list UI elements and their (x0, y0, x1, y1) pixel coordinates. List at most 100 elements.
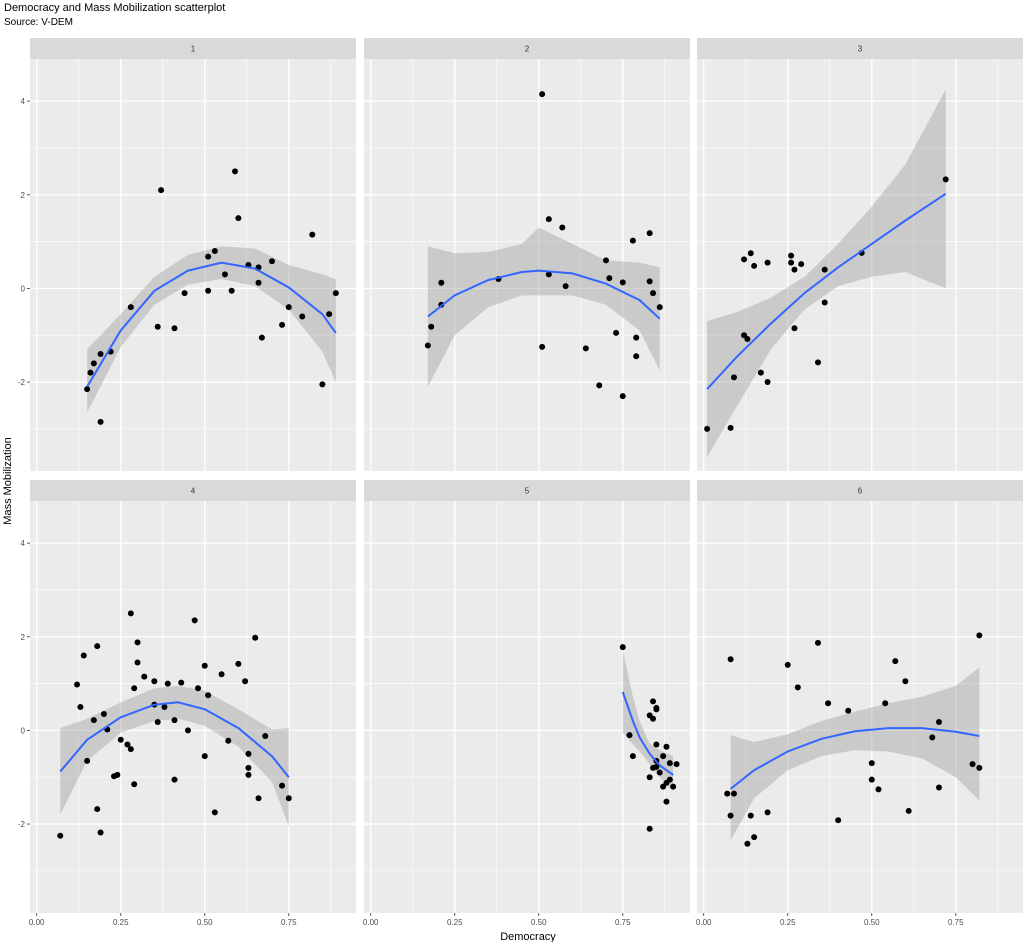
data-point (596, 382, 603, 389)
data-point (730, 374, 737, 381)
trend-line (621, 691, 674, 776)
data-point (788, 252, 795, 259)
data-point (77, 704, 84, 710)
data-point (235, 215, 242, 222)
data-point (181, 290, 188, 297)
panel-background (697, 501, 1023, 913)
data-point (794, 684, 801, 691)
facet-strip (364, 38, 690, 59)
data-point (905, 807, 912, 814)
x-tick-label: 0.50 (531, 918, 547, 927)
data-point (935, 718, 942, 725)
data-point (100, 711, 107, 718)
data-point (245, 771, 252, 778)
data-point (218, 671, 225, 678)
data-point (653, 763, 660, 770)
panel-background (30, 59, 356, 471)
data-point (650, 715, 657, 722)
data-point (211, 247, 218, 254)
data-point (545, 271, 552, 278)
data-point (131, 685, 138, 692)
data-point (117, 736, 124, 743)
data-point (252, 634, 259, 641)
data-point (87, 369, 94, 376)
data-point (80, 652, 87, 659)
data-point (902, 678, 909, 685)
data-point (744, 335, 751, 342)
data-point (242, 678, 249, 685)
facet-panel-1: 1 -2 0 2 4 (18, 38, 356, 471)
data-point (656, 304, 663, 311)
data-point (619, 279, 626, 286)
data-point (747, 812, 754, 819)
data-point (784, 661, 791, 668)
data-point (670, 783, 677, 790)
data-point (74, 681, 81, 688)
data-point (235, 660, 242, 667)
data-point (764, 379, 771, 386)
data-point (942, 176, 949, 183)
data-point (428, 323, 435, 330)
data-point (134, 639, 141, 646)
panel-background (364, 59, 690, 471)
y-tick-label: 0 (21, 726, 26, 735)
facet-panel-3: 3 (697, 38, 1023, 471)
trend-line (86, 261, 337, 388)
data-point (154, 718, 161, 725)
data-point (741, 256, 748, 263)
data-point (205, 287, 212, 294)
trend-line (59, 701, 290, 778)
data-point (653, 704, 660, 711)
data-point (976, 764, 983, 771)
x-tick-label: 0.00 (29, 918, 45, 927)
data-point (134, 659, 141, 666)
x-tick-label: 0.50 (197, 918, 213, 927)
data-point (90, 717, 97, 724)
data-point (332, 290, 339, 297)
data-point (221, 271, 228, 278)
y-tick-label: 0 (21, 284, 26, 293)
chart-title: Democracy and Mass Mobilization scatterp… (4, 2, 226, 14)
data-point (744, 840, 751, 847)
x-tick-label: 0.50 (864, 918, 880, 927)
data-point (191, 617, 198, 624)
data-point (545, 216, 552, 223)
panel-background (364, 501, 690, 913)
data-point (562, 283, 569, 290)
x-tick-label: 0.75 (281, 918, 297, 927)
data-point (646, 774, 653, 781)
data-point (656, 769, 663, 776)
facet-strip-label: 2 (525, 45, 530, 54)
data-point (868, 776, 875, 783)
data-point (205, 253, 212, 260)
data-point (727, 812, 734, 819)
data-point (892, 658, 899, 665)
data-point (171, 717, 178, 724)
data-point (606, 275, 613, 282)
data-point (663, 798, 670, 805)
data-point (629, 753, 636, 760)
data-point (791, 325, 798, 332)
x-tick-label: 0.00 (696, 918, 712, 927)
data-point (845, 707, 852, 714)
data-point (424, 342, 431, 349)
data-point (798, 261, 805, 268)
trend-line (427, 269, 661, 320)
data-point (539, 91, 546, 98)
data-point (225, 737, 232, 744)
data-point (171, 325, 178, 332)
data-point (751, 834, 758, 841)
chart-subtitle: Source: V-DEM (4, 17, 73, 28)
data-point (646, 825, 653, 832)
data-point (114, 771, 121, 778)
data-point (613, 329, 620, 336)
data-point (825, 700, 832, 707)
data-point (184, 727, 191, 734)
data-point (751, 262, 758, 269)
data-point (232, 168, 239, 175)
y-tick-label: -2 (18, 378, 26, 387)
data-point (285, 795, 292, 802)
data-point (633, 353, 640, 360)
x-tick-label: 0.25 (113, 918, 129, 927)
